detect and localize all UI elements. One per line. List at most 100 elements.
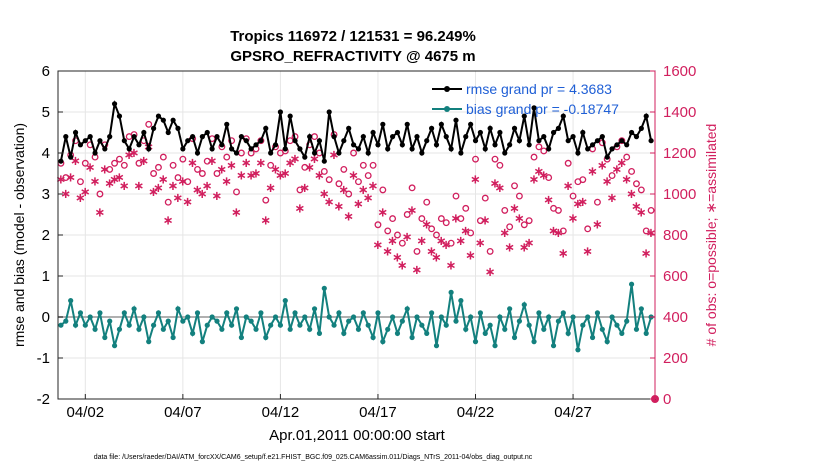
obs-possible-marker [341, 167, 347, 173]
bias-point [73, 323, 78, 328]
obs-possible-marker [361, 163, 367, 169]
bias-point [575, 347, 580, 352]
bias-point [253, 327, 258, 332]
left-axis-ticks: -2-10123456 [37, 63, 63, 408]
left-tick-label: 5 [42, 104, 50, 121]
obs-assimilated-marker: ∗ [460, 224, 471, 239]
rmse-point [63, 134, 68, 139]
bias-point [522, 302, 527, 307]
obs-assimilated-marker: ∗ [563, 179, 574, 194]
obs-possible-marker [585, 226, 591, 232]
rmse-point [166, 130, 171, 135]
bias-point [644, 331, 649, 336]
obs-assimilated-marker: ∗ [294, 201, 305, 216]
rmse-point [556, 126, 561, 131]
rmse-point [97, 138, 102, 143]
bias-point [585, 314, 590, 319]
obs-possible-marker [365, 173, 371, 179]
bias-point [356, 327, 361, 332]
rmse-point [341, 138, 346, 143]
rmse-point [492, 142, 497, 147]
bias-point [283, 298, 288, 303]
bias-point [312, 306, 317, 311]
bias-point [434, 343, 439, 348]
obs-possible-marker [526, 218, 532, 224]
obs-assimilated-marker: ∗ [187, 156, 198, 171]
bias-point [380, 339, 385, 344]
obs-assimilated-marker: ∗ [377, 205, 388, 220]
bias-point [92, 327, 97, 332]
obs-assimilated-marker: ∗ [212, 189, 223, 204]
bias-point [561, 310, 566, 315]
rmse-point [634, 134, 639, 139]
rmse-point [229, 146, 234, 151]
bias-point [453, 319, 458, 324]
obs-assimilated-marker: ∗ [475, 236, 486, 251]
left-tick-label: 6 [42, 63, 50, 80]
bias-point [68, 298, 73, 303]
bias-point [639, 306, 644, 311]
obs-assimilated-marker: ∗ [290, 152, 301, 167]
rmse-point [351, 142, 356, 147]
bias-point [541, 327, 546, 332]
bias-point [395, 331, 400, 336]
rmse-point [117, 114, 122, 119]
rmse-point [517, 138, 522, 143]
bias-point [205, 323, 210, 328]
legend-bias-label: bias grand pr = -0.18747 [466, 101, 619, 117]
obs-assimilated-marker: ∗ [621, 173, 632, 188]
bias-point [141, 314, 146, 319]
bias-point [88, 314, 93, 319]
rmse-point [434, 142, 439, 147]
rmse-point [512, 126, 517, 131]
obs-assimilated-marker: ∗ [568, 212, 579, 227]
bias-point [122, 310, 127, 315]
bias-point [351, 314, 356, 319]
bias-point [527, 323, 532, 328]
bias-point [171, 335, 176, 340]
obs-possible-marker [463, 206, 469, 212]
rmse-point [136, 142, 141, 147]
rmse-point [614, 142, 619, 147]
bias-point [214, 319, 219, 324]
rmse-point [497, 130, 502, 135]
bias-point [317, 331, 322, 336]
bias-point [375, 310, 380, 315]
obs-assimilated-marker: ∗ [504, 240, 515, 255]
rmse-point [234, 150, 239, 155]
bias-point [336, 310, 341, 315]
rmse-point [161, 118, 166, 123]
bias-point [634, 327, 639, 332]
bias-point [605, 339, 610, 344]
bias-point [473, 339, 478, 344]
rmse-point [429, 126, 434, 131]
left-tick-label: 1 [42, 268, 50, 285]
bias-point [600, 327, 605, 332]
rmse-point [322, 159, 327, 164]
bias-point [536, 310, 541, 315]
obs-possible-marker [165, 199, 171, 205]
bias-point [366, 323, 371, 328]
bias-point [346, 319, 351, 324]
rmse-point [263, 126, 268, 131]
bias-point [327, 314, 332, 319]
rmse-point [375, 142, 380, 147]
obs-possible-marker [112, 160, 118, 166]
bias-point [439, 314, 444, 319]
rmse-point [488, 126, 493, 131]
right-tick-label: 400 [663, 309, 688, 326]
bias-point [151, 323, 156, 328]
obs-assimilated-marker: ∗ [138, 154, 149, 169]
obs-assimilated-marker: ∗ [85, 160, 96, 175]
bias-point [463, 327, 468, 332]
rmse-point [605, 155, 610, 160]
rmse-point [146, 146, 151, 151]
bias-point [488, 323, 493, 328]
bias-point [210, 314, 215, 319]
obs-assimilated-marker: ∗ [65, 171, 76, 186]
bias-point [278, 323, 283, 328]
bias-point [200, 339, 205, 344]
rmse-point [449, 146, 454, 151]
rmse-point [570, 134, 575, 139]
rmse-point [453, 118, 458, 123]
